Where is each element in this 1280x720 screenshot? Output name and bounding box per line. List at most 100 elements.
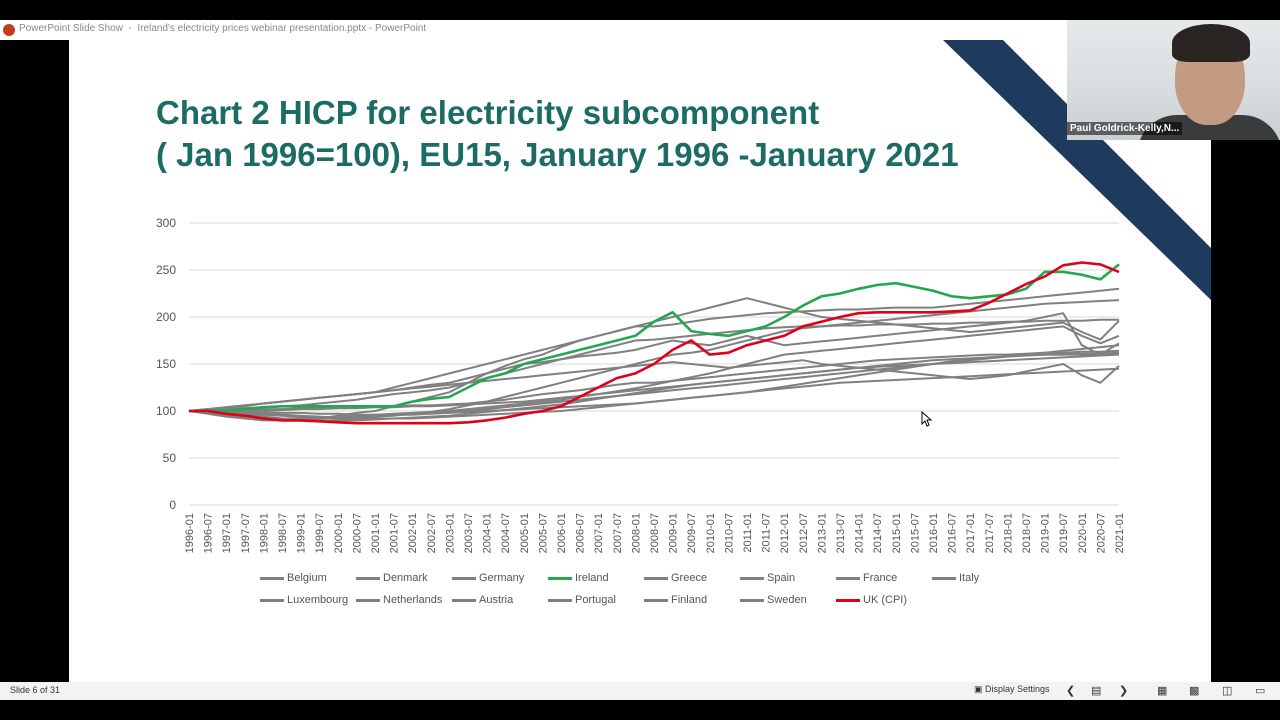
- legend-swatch: [836, 576, 860, 580]
- x-tick-label: 2016-07: [947, 513, 959, 553]
- legend-label: Sweden: [767, 594, 807, 606]
- display-settings-label: Display Settings: [985, 684, 1050, 694]
- legend-item: Denmark: [356, 572, 428, 586]
- x-tick-label: 2005-01: [519, 513, 531, 553]
- legend-item: Netherlands: [356, 594, 442, 608]
- legend-swatch: [452, 598, 476, 602]
- slide-menu-icon[interactable]: ▤: [1091, 685, 1102, 697]
- top-black-bar: [0, 0, 1280, 20]
- legend-label: UK (CPI): [863, 594, 907, 606]
- legend-item: Luxembourg: [260, 594, 348, 608]
- x-tick-label: 2015-07: [909, 513, 921, 553]
- x-tick-label: 2011-07: [761, 513, 773, 553]
- legend-item: Finland: [644, 594, 707, 608]
- x-tick-label: 2013-07: [835, 513, 847, 553]
- legend-swatch: [644, 598, 668, 602]
- y-tick-label: 150: [156, 357, 176, 371]
- legend-label: Denmark: [383, 572, 428, 584]
- reading-view-icon[interactable]: ◫: [1222, 685, 1233, 697]
- x-tick-label: 2017-07: [984, 513, 996, 553]
- legend-label: Italy: [959, 572, 980, 584]
- legend-label: France: [863, 572, 898, 584]
- bottom-black-bar: [0, 700, 1280, 720]
- chart-series-lines: [188, 261, 1120, 425]
- x-tick-label: 2000-07: [351, 513, 363, 553]
- legend-item: Portugal: [548, 594, 616, 608]
- legend-label: Finland: [671, 594, 708, 606]
- legend-swatch: [548, 576, 572, 580]
- normal-view-icon[interactable]: ▦: [1157, 685, 1168, 697]
- legend-label: Germany: [479, 572, 525, 584]
- file-title: Ireland's electricity prices webinar pre…: [137, 23, 427, 34]
- app-name: PowerPoint Slide Show: [19, 23, 123, 34]
- x-tick-label: 2010-01: [705, 513, 717, 553]
- mouse-cursor-icon: [921, 411, 933, 427]
- slide-sorter-icon[interactable]: ▩: [1189, 685, 1200, 697]
- slide-decoration: [943, 40, 1211, 300]
- legend-item: Italy: [932, 572, 979, 586]
- x-tick-label: 2004-01: [482, 513, 494, 553]
- series-line-finland: [188, 353, 1120, 422]
- x-tick-label: 2014-07: [872, 513, 884, 553]
- legend-swatch: [548, 598, 572, 602]
- x-tick-label: 2007-07: [612, 513, 624, 553]
- x-tick-label: 2018-01: [1002, 513, 1014, 553]
- legend-item: Germany: [452, 572, 524, 586]
- x-tick-label: 2008-01: [630, 513, 642, 553]
- legend-item: Sweden: [740, 594, 807, 608]
- x-tick-label: 2009-07: [686, 513, 698, 553]
- x-tick-label: 2007-01: [593, 513, 605, 553]
- title-separator: -: [128, 23, 132, 34]
- x-tick-label: 2011-01: [742, 513, 754, 553]
- display-settings-button[interactable]: ▣ Display Settings: [974, 684, 1050, 695]
- previous-slide-icon[interactable]: ❮: [1066, 685, 1076, 697]
- x-tick-label: 2001-07: [389, 513, 401, 553]
- slide-title-line-1: Chart 2 HICP for electricity subcomponen…: [156, 94, 820, 131]
- presenter-webcam: Paul Goldrick-Kelly,N...: [1067, 20, 1280, 140]
- legend-swatch: [452, 576, 476, 580]
- x-tick-label: 2003-01: [444, 513, 456, 553]
- presenter-name: Paul Goldrick-Kelly,N...: [1067, 122, 1183, 135]
- powerpoint-logo-icon: [3, 24, 15, 36]
- x-tick-label: 2018-07: [1021, 513, 1033, 553]
- x-tick-label: 1996-01: [184, 513, 196, 553]
- slideshow-icon[interactable]: ▭: [1255, 685, 1266, 697]
- x-tick-label: 2001-01: [370, 513, 382, 553]
- x-tick-label: 1997-01: [221, 513, 233, 553]
- x-tick-label: 2017-01: [965, 513, 977, 553]
- x-tick-label: 2016-01: [928, 513, 940, 553]
- y-tick-label: 100: [156, 404, 176, 418]
- series-line-portugal: [189, 351, 1120, 412]
- x-tick-label: 1998-07: [277, 513, 289, 553]
- x-tick-label: 2003-07: [463, 513, 475, 553]
- legend-swatch: [356, 598, 380, 602]
- legend-label: Netherlands: [383, 594, 443, 606]
- x-tick-label: 2004-07: [500, 513, 512, 553]
- slide-title-line-2: ( Jan 1996=100), EU15, January 1996 -Jan…: [156, 136, 959, 173]
- legend-item: Ireland: [548, 572, 609, 586]
- navy-diagonal-band: [943, 40, 1211, 300]
- x-tick-label: 2014-01: [854, 513, 866, 553]
- x-tick-label: 2019-07: [1058, 513, 1070, 553]
- legend-swatch: [740, 576, 764, 580]
- x-tick-label: 2006-01: [556, 513, 568, 553]
- legend-label: Luxembourg: [287, 594, 349, 606]
- legend-item: Belgium: [260, 572, 327, 586]
- chart-gridlines: [189, 222, 1119, 506]
- next-slide-icon[interactable]: ❯: [1119, 685, 1129, 697]
- legend-label: Austria: [479, 594, 514, 606]
- legend-item: UK (CPI): [836, 594, 907, 608]
- x-tick-label: 2012-01: [779, 513, 791, 553]
- x-tick-label: 2021-01: [1114, 513, 1126, 553]
- legend-swatch: [740, 598, 764, 602]
- x-tick-label: 1997-07: [240, 513, 252, 553]
- x-tick-label: 1999-01: [296, 513, 308, 553]
- y-tick-label: 250: [156, 263, 176, 277]
- slideshow-statusbar: Slide 6 of 31 ▣ Display Settings ❮ ▤ ❯ ▦…: [0, 682, 1280, 700]
- x-tick-label: 2012-07: [798, 513, 810, 553]
- legend-item: Austria: [452, 594, 513, 608]
- legend-item: France: [836, 572, 897, 586]
- legend-item: Spain: [740, 572, 795, 586]
- y-tick-label: 0: [169, 498, 176, 512]
